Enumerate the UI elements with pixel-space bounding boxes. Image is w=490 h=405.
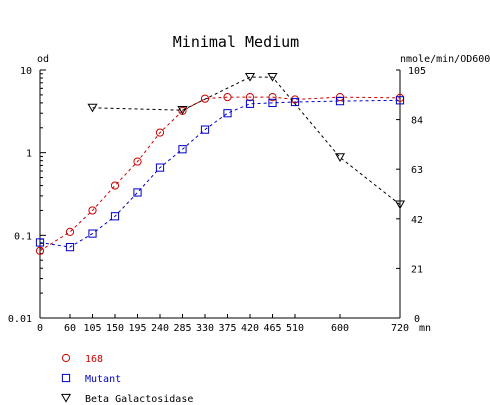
right-tick-label: 42	[411, 215, 423, 226]
right-tick-label: 84	[411, 116, 423, 127]
data-point	[110, 212, 120, 221]
x-axis-unit: mn	[419, 323, 431, 334]
axes	[39, 69, 401, 319]
x-tick-label: 285	[173, 323, 191, 334]
data-point	[223, 109, 232, 118]
x-tick-label: 600	[331, 323, 349, 334]
x-tick-label: 720	[391, 323, 409, 334]
x-tick-label: 465	[263, 323, 281, 334]
right-tick-label: 21	[411, 264, 423, 275]
series-line	[39, 96, 401, 252]
legend-label: 168	[85, 354, 103, 365]
tick-labels: 0.01 0.1 1 10 0 21 42 63 84 105 0 60 105 150 195 240 285…	[8, 66, 426, 334]
data-point	[35, 246, 45, 255]
data-point	[88, 206, 97, 215]
data-point	[245, 93, 255, 102]
legend-label: Mutant	[85, 374, 121, 385]
x-tick-label: 240	[151, 323, 169, 334]
data-point	[267, 72, 278, 82]
data-point	[395, 96, 405, 105]
right-tick-label: 0	[414, 314, 420, 325]
x-tick-label: 60	[64, 323, 76, 334]
data-point	[65, 243, 75, 252]
x-tick-label: 330	[196, 323, 214, 334]
left-tick-label: 1	[26, 149, 32, 160]
data-point	[178, 145, 187, 154]
data-point	[244, 72, 256, 82]
data-point	[268, 98, 277, 107]
x-tick-label: 375	[218, 323, 236, 334]
data-point	[394, 200, 406, 210]
x-tick-label: 420	[241, 323, 259, 334]
data-point	[35, 238, 45, 247]
left-tick-label: 0.01	[8, 314, 32, 325]
series-2	[87, 72, 406, 210]
data-point	[200, 94, 210, 103]
legend-label: Beta Galactosidase	[85, 394, 193, 405]
data-point	[334, 153, 346, 162]
legend-marker	[61, 353, 71, 363]
right-axis-unit: nmole/min/OD600	[400, 54, 490, 65]
x-tick-label: 105	[83, 323, 101, 334]
series-layer	[35, 72, 406, 255]
data-point	[88, 229, 97, 238]
legend-marker	[60, 393, 72, 403]
series-1	[35, 96, 405, 252]
data-point	[290, 97, 300, 107]
data-point	[87, 103, 98, 113]
left-axis-unit: od	[37, 54, 49, 65]
data-point	[268, 93, 277, 102]
data-point	[200, 125, 210, 134]
data-point	[155, 163, 165, 172]
data-point	[133, 157, 142, 166]
data-point	[177, 106, 188, 115]
x-tick-label: 0	[37, 323, 43, 334]
data-point	[245, 99, 255, 108]
data-point	[335, 97, 345, 106]
series-line	[92, 76, 401, 205]
x-tick-label: 195	[128, 323, 146, 334]
data-point	[133, 188, 142, 197]
chart-title: Minimal Medium	[173, 33, 299, 51]
data-point	[65, 227, 75, 237]
x-tick-label: 150	[106, 323, 124, 334]
data-point	[110, 181, 120, 190]
legend-marker	[61, 373, 71, 383]
left-tick-label: 10	[20, 66, 32, 77]
left-tick-label: 0.1	[14, 231, 32, 242]
data-point	[223, 93, 232, 102]
x-tick-label: 510	[286, 323, 304, 334]
right-tick-label: 63	[411, 165, 423, 176]
series-line	[39, 99, 401, 248]
right-tick-label: 105	[408, 66, 426, 77]
data-point	[155, 128, 165, 137]
legend: 168 Mutant Beta Galactosidase	[60, 353, 193, 405]
